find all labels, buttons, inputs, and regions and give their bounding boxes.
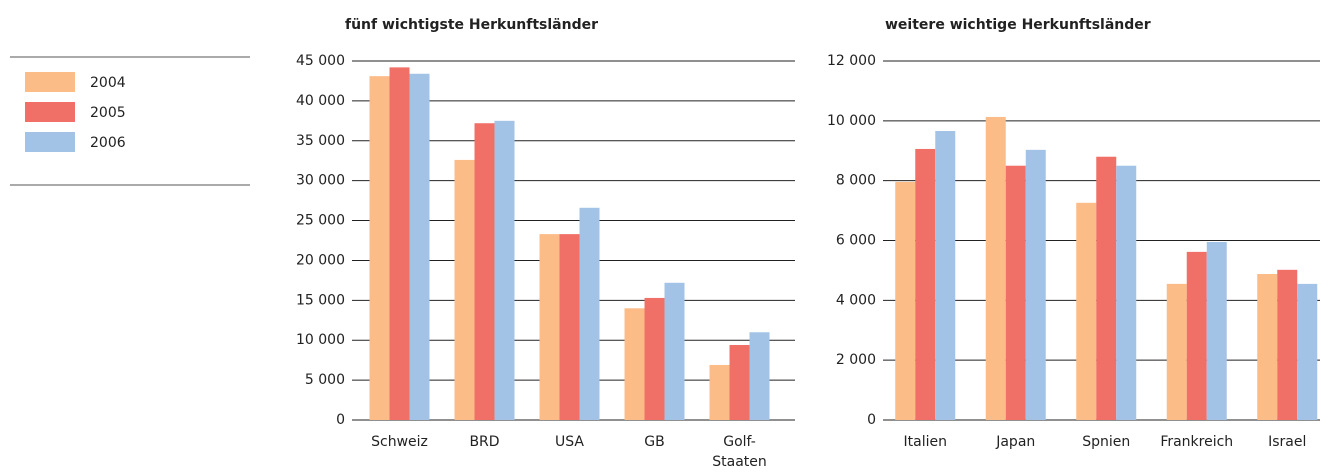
bar [1186,251,1207,420]
legend-swatch [25,132,75,152]
bar [1166,283,1187,420]
bar [985,116,1006,421]
x-tick-label: Frankreich [1160,434,1233,450]
legend-swatch [25,72,75,92]
y-tick-label: 8 000 [836,173,876,189]
bar [749,332,770,420]
x-tick-label: Italien [904,434,947,450]
x-tick-label: Japan [995,434,1035,450]
legend-label: 2004 [90,75,126,91]
legend-label: 2005 [90,105,126,121]
y-tick-label: 40 000 [296,93,345,109]
bar [1257,274,1278,420]
bar [494,120,515,420]
y-tick-label: 15 000 [296,292,345,308]
y-tick-label: 0 [336,412,345,428]
x-tick-label: Schweiz [371,434,428,450]
bar [1297,283,1318,420]
legend-swatch [25,102,75,122]
y-tick-label: 45 000 [296,53,345,69]
y-tick-label: 5 000 [305,372,345,388]
y-tick-label: 0 [867,412,876,428]
x-tick-label: USA [555,434,584,450]
x-tick-label: Spnien [1082,434,1130,450]
bar [1206,241,1227,420]
y-tick-label: 35 000 [296,133,345,149]
bar [895,181,916,420]
chart-title: fünf wichtigste Herkunftsländer [345,17,598,33]
y-tick-label: 20 000 [296,252,345,268]
chart-title: weitere wichtige Herkunftsländer [885,17,1151,33]
legend-label: 2006 [90,135,126,151]
y-tick-label: 10 000 [827,113,876,129]
bar [1076,202,1097,420]
y-tick-label: 4 000 [836,292,876,308]
y-tick-label: 12 000 [827,53,876,69]
bar [539,234,560,420]
x-tick-label: BRD [469,434,499,450]
bar [409,73,430,421]
bar [474,123,495,420]
bar [454,159,475,420]
bar [915,148,936,420]
bar [624,308,645,420]
bar [709,364,730,420]
x-tick-label: Israel [1268,434,1306,450]
y-tick-label: 6 000 [836,233,876,249]
bar [1116,165,1137,420]
bar [1277,269,1298,420]
bar [1096,156,1117,420]
x-tick-label: Golf- [723,434,756,450]
bar [389,67,410,420]
bar [559,234,580,420]
y-tick-label: 30 000 [296,173,345,189]
bar [369,76,390,420]
bar [729,345,750,420]
bar [644,297,665,420]
bar [664,282,685,420]
bar [1005,165,1026,420]
y-tick-label: 10 000 [296,332,345,348]
bar [1025,149,1046,421]
x-tick-label: GB [644,434,664,450]
y-tick-label: 2 000 [836,352,876,368]
x-tick-label: Staaten [712,454,767,470]
bar [579,207,600,420]
y-tick-label: 25 000 [296,213,345,229]
bar [935,131,956,420]
